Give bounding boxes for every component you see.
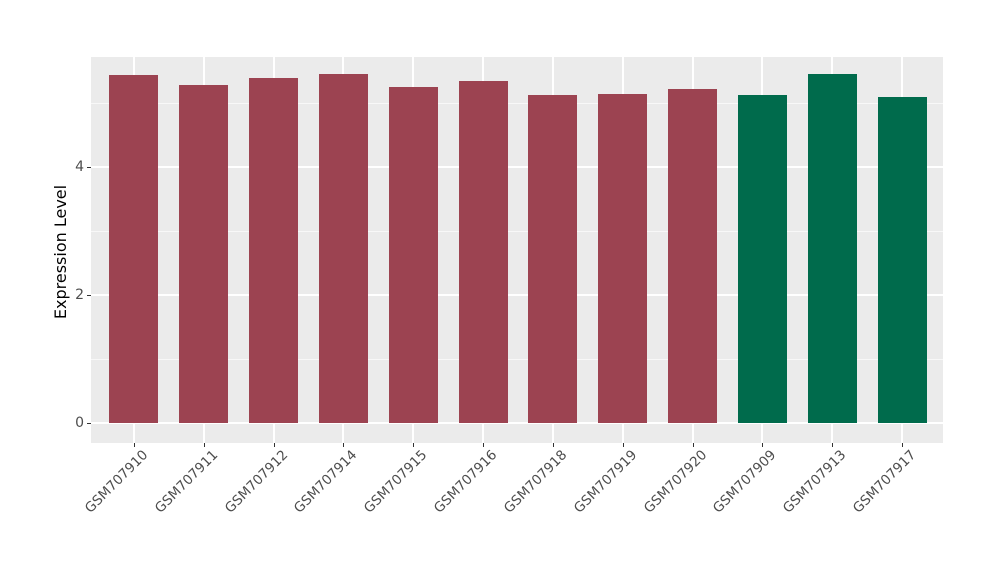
bar	[459, 81, 508, 423]
major-gridline-h	[91, 166, 943, 168]
minor-gridline-h	[91, 359, 943, 360]
y-tick-mark	[87, 295, 91, 296]
x-tick-mark	[483, 443, 484, 447]
x-tick-label: GSM707920	[640, 447, 711, 517]
y-axis-title: Expression Level	[51, 184, 70, 320]
x-tick-label: GSM707909	[709, 447, 780, 517]
x-tick-label: GSM707913	[779, 447, 850, 517]
major-gridline-h	[91, 294, 943, 296]
bar	[109, 75, 158, 423]
x-tick-mark	[902, 443, 903, 447]
minor-gridline-h	[91, 231, 943, 232]
y-tick-label: 4	[75, 159, 84, 175]
y-tick-mark	[87, 423, 91, 424]
plot-panel	[91, 57, 943, 443]
x-tick-mark	[623, 443, 624, 447]
y-tick-label: 0	[75, 415, 84, 431]
x-tick-mark	[204, 443, 205, 447]
y-tick-mark	[87, 167, 91, 168]
x-tick-label: GSM707918	[500, 447, 571, 517]
x-tick-label: GSM707915	[360, 447, 431, 517]
x-tick-mark	[343, 443, 344, 447]
x-tick-label: GSM707911	[151, 447, 222, 517]
x-tick-mark	[762, 443, 763, 447]
x-tick-mark	[413, 443, 414, 447]
x-tick-mark	[832, 443, 833, 447]
x-tick-label: GSM707917	[849, 447, 920, 517]
bar	[319, 74, 368, 423]
minor-gridline-h	[91, 103, 943, 104]
bar	[389, 87, 438, 423]
y-tick-label: 2	[75, 287, 84, 303]
x-tick-label: GSM707912	[221, 447, 292, 517]
x-tick-mark	[274, 443, 275, 447]
x-tick-mark	[553, 443, 554, 447]
x-tick-label: GSM707916	[430, 447, 501, 517]
x-tick-label: GSM707919	[570, 447, 641, 517]
bar	[179, 85, 228, 423]
x-tick-label: GSM707910	[81, 447, 152, 517]
x-tick-label: GSM707914	[290, 447, 361, 517]
bar	[528, 95, 577, 423]
bar	[808, 74, 857, 423]
bar	[668, 89, 717, 423]
x-tick-mark	[134, 443, 135, 447]
major-gridline-h	[91, 422, 943, 424]
bar	[878, 97, 927, 423]
bar	[249, 78, 298, 423]
bar	[738, 95, 787, 423]
bar	[598, 94, 647, 423]
x-tick-mark	[693, 443, 694, 447]
